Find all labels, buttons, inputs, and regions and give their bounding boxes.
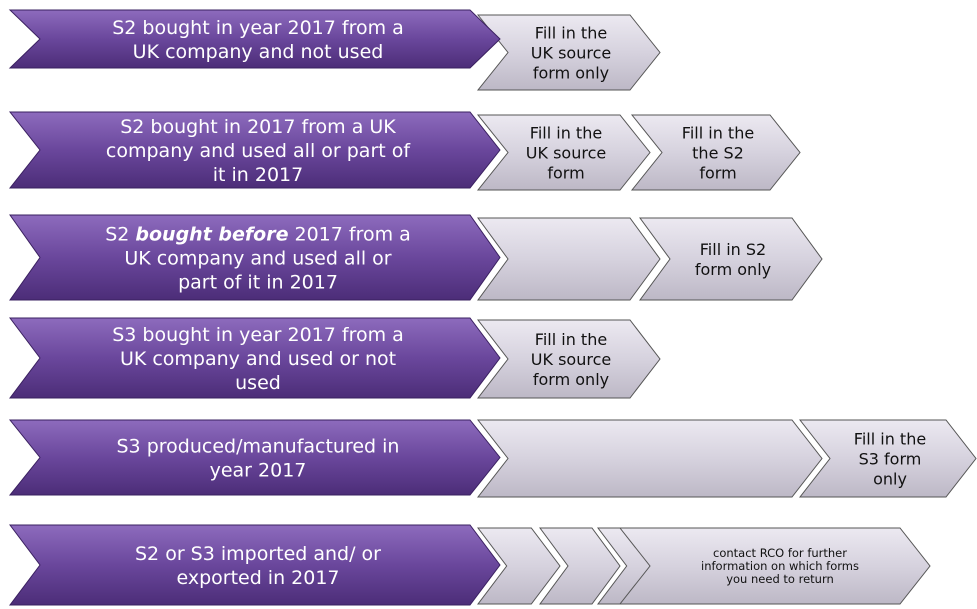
step-text: information on which forms — [701, 559, 859, 573]
condition-text: S2 bought in 2017 from a UK — [120, 116, 396, 138]
condition-chevron — [8, 419, 501, 496]
condition-run: S2 bought in 2017 from a UK — [120, 116, 396, 138]
step-chevron — [477, 217, 661, 301]
condition-chevron — [9, 317, 501, 399]
step-text: Fill in the — [854, 430, 926, 449]
condition-run: S2 or S3 imported and/ or — [135, 543, 381, 565]
step-chevron — [476, 14, 661, 91]
step-text: Fill in S2 — [700, 240, 766, 259]
step-text: contact RCO for further — [713, 546, 847, 560]
condition-chevron — [8, 111, 501, 189]
step-chevron — [798, 419, 977, 498]
step-text: form — [699, 164, 736, 183]
step-text: you need to return — [726, 572, 834, 586]
condition-run: used — [235, 372, 281, 394]
step-text: the S2 — [692, 144, 744, 163]
condition-text: S2 bought in year 2017 from a — [112, 17, 404, 39]
condition-run: UK company and used or not — [120, 348, 396, 370]
step-text: UK source — [531, 350, 611, 369]
step-chevron — [476, 527, 561, 605]
condition-run: S3 produced/manufactured in — [117, 436, 400, 458]
condition-text: S2 bought before 2017 from a — [105, 224, 411, 246]
condition-run: company and used all or part of — [106, 140, 411, 162]
condition-run: 2017 from a — [288, 224, 410, 246]
step-chevron — [539, 527, 621, 605]
step-text: Fill in the — [535, 24, 607, 43]
condition-run: S3 bought in year 2017 from a — [112, 324, 404, 346]
condition-run: S2 — [105, 224, 135, 246]
condition-emphasis: bought before — [135, 224, 288, 246]
step-text: form only — [533, 370, 609, 389]
step-chevron — [476, 319, 661, 399]
step-chevron — [476, 419, 823, 498]
condition-run: it in 2017 — [213, 164, 303, 186]
condition-text: UK company and not used — [133, 41, 384, 63]
step-text: only — [873, 470, 907, 489]
condition-text: year 2017 — [210, 460, 307, 482]
condition-text: company and used all or part of — [106, 140, 411, 162]
step-text: UK source — [531, 44, 611, 63]
step-text: form only — [533, 64, 609, 83]
step-text: Fill in the — [530, 124, 602, 143]
condition-text: S3 bought in year 2017 from a — [112, 324, 404, 346]
step-text: form only — [695, 260, 771, 279]
condition-run: year 2017 — [210, 460, 307, 482]
step-chevron — [618, 527, 931, 605]
condition-chevron — [9, 524, 501, 606]
condition-chevron — [8, 9, 501, 69]
condition-text: used — [235, 372, 281, 394]
condition-run: UK company and not used — [133, 41, 384, 63]
step-text: Fill in the — [682, 124, 754, 143]
condition-text: S3 produced/manufactured in — [117, 436, 400, 458]
step-chevron — [476, 114, 651, 191]
condition-text: part of it in 2017 — [178, 272, 338, 294]
condition-text: exported in 2017 — [176, 567, 339, 589]
condition-run: S2 bought in year 2017 from a — [112, 17, 404, 39]
condition-run: exported in 2017 — [176, 567, 339, 589]
condition-text: S2 or S3 imported and/ or — [135, 543, 381, 565]
step-text: Fill in the — [535, 330, 607, 349]
step-chevron — [639, 217, 823, 301]
condition-chevron — [9, 214, 501, 301]
step-text: form — [547, 164, 584, 183]
step-chevron — [630, 114, 801, 191]
condition-text: it in 2017 — [213, 164, 303, 186]
step-text: UK source — [526, 144, 606, 163]
condition-text: UK company and used all or — [124, 248, 391, 270]
condition-run: UK company and used all or — [124, 248, 391, 270]
step-text: S3 form — [859, 450, 922, 469]
condition-run: part of it in 2017 — [178, 272, 338, 294]
condition-text: UK company and used or not — [120, 348, 396, 370]
